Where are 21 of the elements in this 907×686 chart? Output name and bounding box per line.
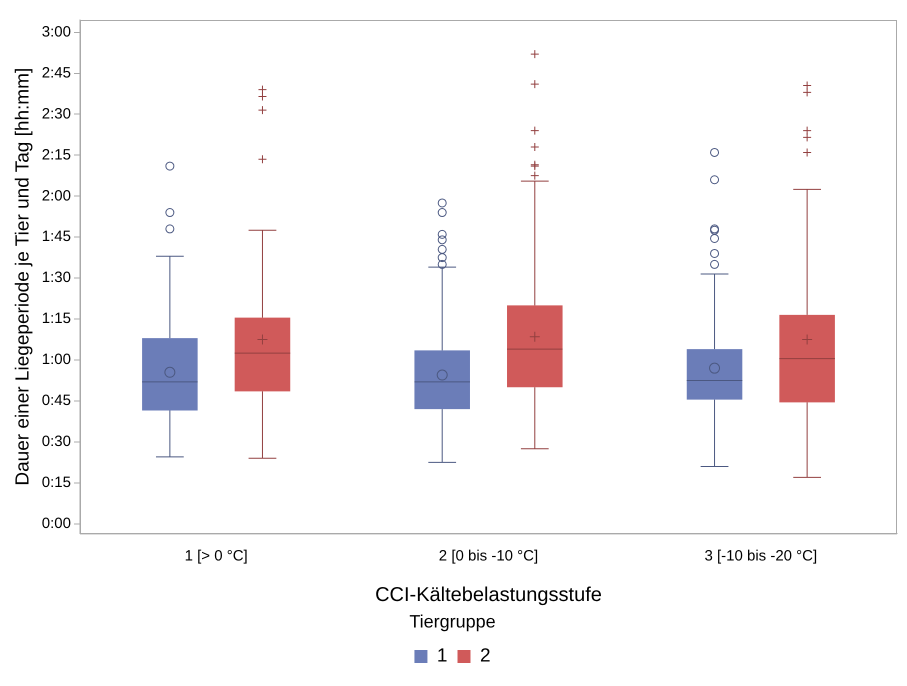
y-tick-label: 0:15 bbox=[42, 474, 71, 492]
x-tick-label: 3 [-10 bis -20 °C] bbox=[704, 548, 818, 565]
x-tick-label: 1 [> 0 °C] bbox=[184, 548, 248, 565]
y-tick-label: 1:30 bbox=[42, 269, 71, 286]
y-tick-label: 1:15 bbox=[42, 310, 71, 328]
y-tick-label: 1:00 bbox=[42, 351, 71, 368]
y-tick-label: 3:00 bbox=[42, 23, 71, 40]
y-tick-label: 1:45 bbox=[42, 228, 71, 246]
x-tick-label: 2 [0 bis -10 °C] bbox=[438, 548, 538, 565]
y-tick-label: 2:45 bbox=[42, 64, 71, 82]
x-axis-title: CCI-Kältebelastungsstufe bbox=[375, 584, 602, 606]
y-axis-title: Dauer einer Liegeperiode je Tier und Tag [hh:mm] bbox=[12, 68, 34, 486]
y-tick-label: 0:30 bbox=[42, 433, 71, 450]
y-tick-label: 2:15 bbox=[42, 146, 71, 164]
y-tick-label: 0:45 bbox=[42, 392, 71, 410]
y-tick-label: 0:00 bbox=[42, 514, 71, 532]
legend-label: 2 bbox=[480, 646, 491, 667]
y-tick-label: 2:00 bbox=[42, 187, 71, 204]
y-tick-label: 2:30 bbox=[42, 105, 71, 122]
legend-title: Tiergruppe bbox=[409, 611, 496, 632]
legend-label: 1 bbox=[436, 646, 448, 667]
